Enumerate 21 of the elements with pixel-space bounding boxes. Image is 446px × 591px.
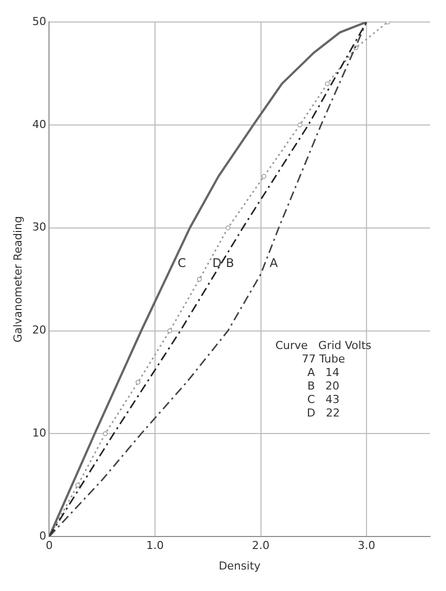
series-label: D: [212, 256, 222, 270]
annotation: A 14: [307, 366, 340, 380]
y-tick-label: 10: [32, 426, 46, 440]
series-label: C: [178, 256, 186, 270]
y-axis-title: Galvanometer Reading: [11, 216, 24, 343]
y-tick-label: 40: [32, 118, 46, 131]
annotation: C 43: [307, 393, 340, 406]
annotation: Curve Grid Volts: [275, 339, 372, 352]
x-tick-label: 3.0: [358, 539, 376, 552]
annotation: B 20: [307, 380, 340, 393]
y-tick-label: 50: [32, 14, 46, 28]
y-tick-label: 20: [32, 324, 46, 337]
y-tick-label: 30: [32, 220, 46, 234]
annotation: D 22: [306, 406, 340, 420]
annotation: 77 Tube: [302, 352, 346, 366]
series-label: A: [270, 256, 279, 270]
x-tick-label: 2.0: [252, 539, 270, 552]
x-axis-title: Density: [218, 559, 261, 572]
y-tick-label: 0: [39, 529, 46, 542]
x-tick-label: 1.0: [146, 539, 164, 552]
series-label: B: [226, 256, 234, 270]
